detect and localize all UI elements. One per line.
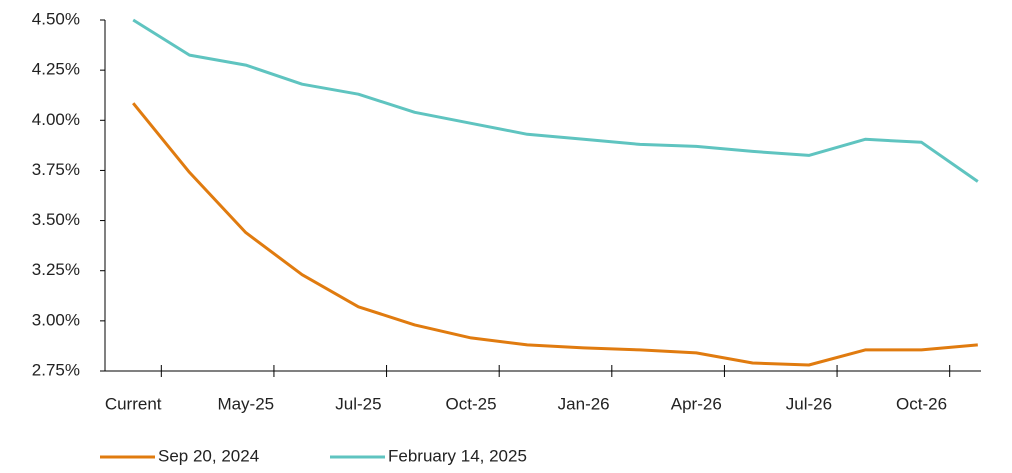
legend-label: February 14, 2025 bbox=[388, 446, 527, 465]
y-tick-label: 4.50% bbox=[32, 9, 80, 28]
x-tick-label: Jul-25 bbox=[335, 394, 381, 413]
y-tick-label: 2.75% bbox=[32, 360, 80, 379]
y-tick-label: 4.25% bbox=[32, 60, 80, 79]
x-tick-label: May-25 bbox=[217, 394, 274, 413]
x-tick-label: Jan-26 bbox=[558, 394, 610, 413]
x-tick-label: Apr-26 bbox=[671, 394, 722, 413]
y-tick-label: 3.75% bbox=[32, 160, 80, 179]
x-tick-label: Current bbox=[105, 394, 162, 413]
y-tick-label: 3.00% bbox=[32, 310, 80, 329]
y-tick-label: 3.50% bbox=[32, 210, 80, 229]
x-tick-label: Oct-26 bbox=[896, 394, 947, 413]
line-series bbox=[132, 102, 978, 367]
legend-label: Sep 20, 2024 bbox=[158, 446, 259, 465]
y-tick-label: 4.00% bbox=[32, 110, 80, 129]
x-tick-label: Jul-26 bbox=[786, 394, 832, 413]
line-series bbox=[132, 18, 979, 183]
x-tick-label: Oct-25 bbox=[446, 394, 497, 413]
y-tick-label: 3.25% bbox=[32, 260, 80, 279]
